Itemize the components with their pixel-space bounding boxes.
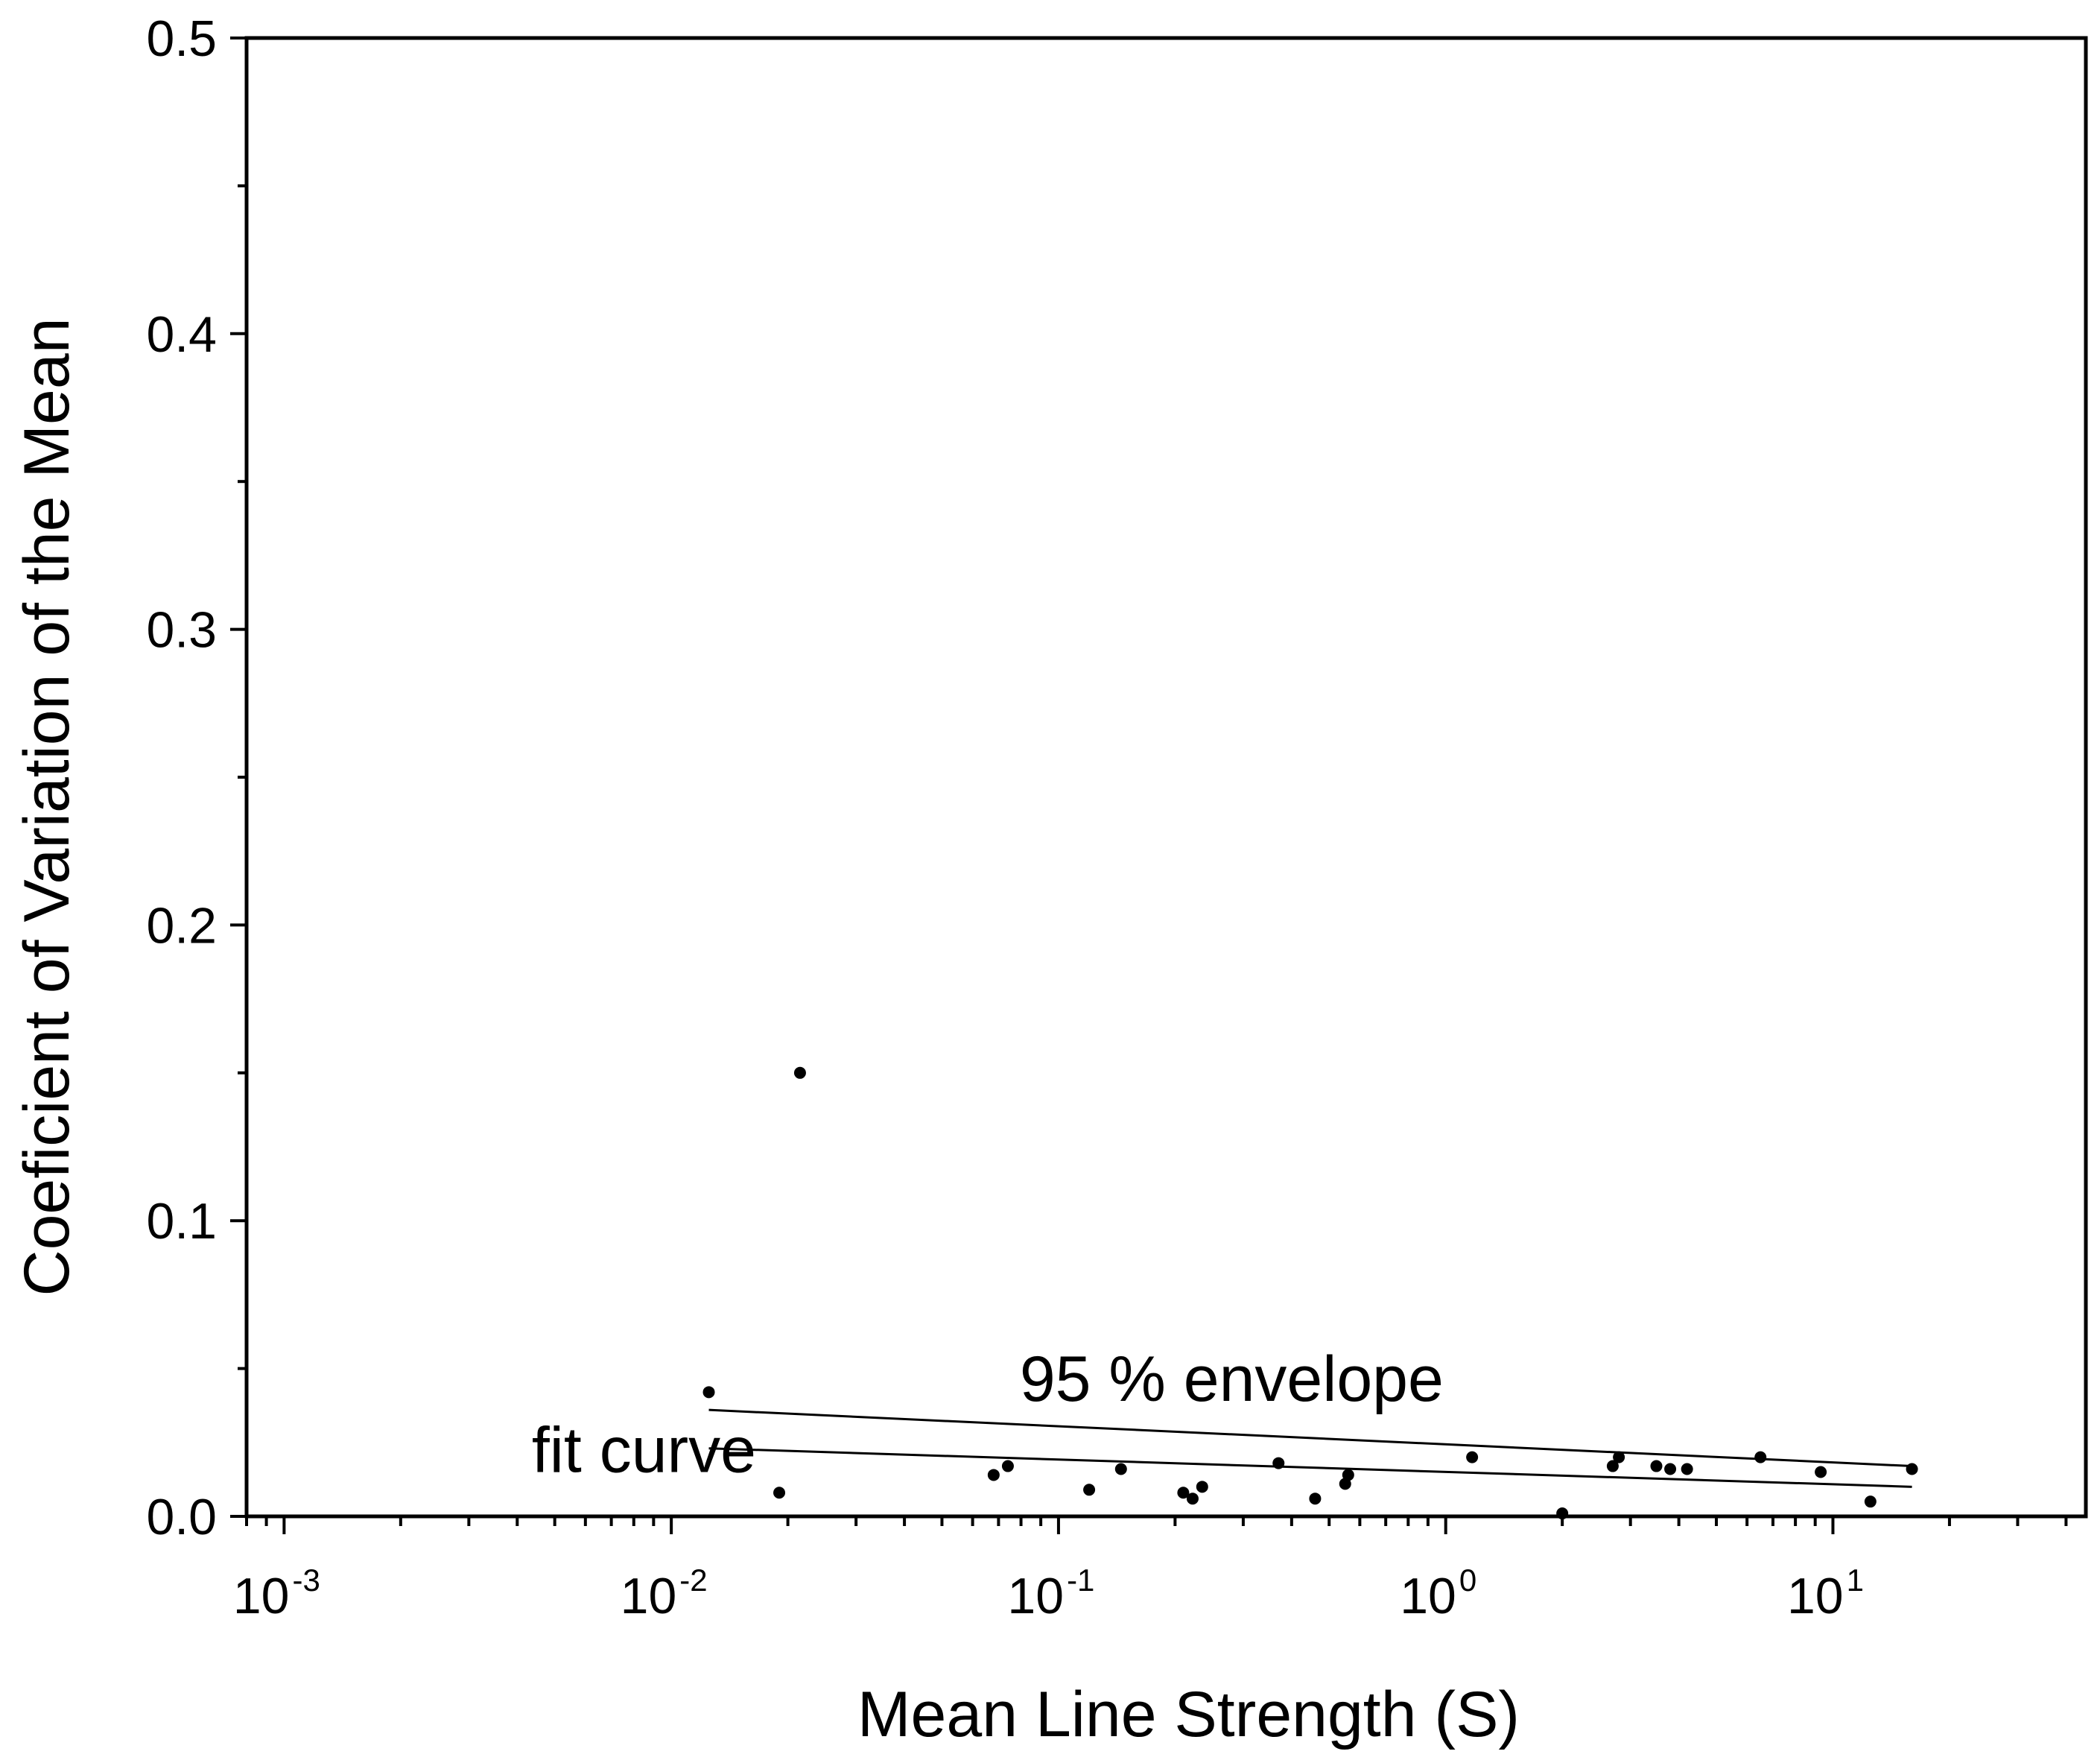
data-point bbox=[1613, 1451, 1625, 1463]
data-point bbox=[1342, 1469, 1354, 1481]
x-axis-title: Mean Line Strength (S) bbox=[857, 1679, 1520, 1750]
fit-lines bbox=[708, 1408, 1912, 1488]
plot-frame bbox=[244, 36, 2088, 1519]
data-point bbox=[1650, 1460, 1663, 1472]
x-tick-label: 10-3 bbox=[233, 1563, 320, 1624]
data-point bbox=[1196, 1481, 1208, 1493]
data-point bbox=[1083, 1484, 1096, 1496]
y-axis-title: Coeficient of Variation of the Mean bbox=[11, 317, 83, 1296]
y-axis-ticks: 0.0 0.1 0.2 0.3 0.4 0.5 bbox=[146, 10, 247, 1545]
data-point bbox=[793, 1066, 806, 1079]
data-point bbox=[702, 1386, 715, 1399]
x-tick-label: 100 bbox=[1400, 1563, 1476, 1624]
y-tick-label: 0.3 bbox=[146, 602, 217, 659]
envelope-line bbox=[708, 1408, 1912, 1468]
data-point bbox=[1177, 1487, 1190, 1499]
data-point bbox=[1754, 1451, 1767, 1463]
envelope-label: 95 % envelope bbox=[1020, 1343, 1444, 1415]
x-axis-ticks: 10-3 10-2 10-1 100 101 bbox=[233, 1516, 2068, 1624]
data-point bbox=[1664, 1463, 1677, 1475]
data-point bbox=[1906, 1463, 1918, 1475]
y-tick-label: 0.0 bbox=[146, 1489, 217, 1545]
data-point bbox=[1864, 1495, 1877, 1508]
data-point bbox=[1114, 1463, 1127, 1475]
data-point bbox=[1272, 1457, 1285, 1469]
data-point bbox=[1606, 1460, 1619, 1472]
data-point bbox=[1681, 1463, 1693, 1475]
y-tick-label: 0.4 bbox=[146, 306, 217, 363]
data-point bbox=[1815, 1466, 1827, 1478]
data-points bbox=[702, 1066, 1918, 1520]
y-tick-label: 0.5 bbox=[146, 10, 217, 67]
x-tick-label: 10-1 bbox=[1007, 1563, 1094, 1624]
data-point bbox=[1309, 1493, 1322, 1505]
data-point bbox=[1556, 1507, 1569, 1520]
annotations: 95 % envelope fit curve bbox=[532, 1343, 1444, 1486]
x-tick-label: 10-2 bbox=[621, 1563, 708, 1624]
y-tick-label: 0.2 bbox=[146, 897, 217, 954]
fit-curve-label: fit curve bbox=[532, 1414, 756, 1486]
data-point bbox=[1466, 1451, 1479, 1463]
data-point bbox=[773, 1487, 786, 1499]
data-point bbox=[1186, 1493, 1199, 1505]
x-tick-label: 101 bbox=[1787, 1563, 1864, 1624]
data-point bbox=[1001, 1460, 1014, 1472]
data-point bbox=[987, 1469, 1000, 1481]
fit-curve-line bbox=[708, 1447, 1912, 1488]
y-tick-label: 0.1 bbox=[146, 1193, 217, 1250]
